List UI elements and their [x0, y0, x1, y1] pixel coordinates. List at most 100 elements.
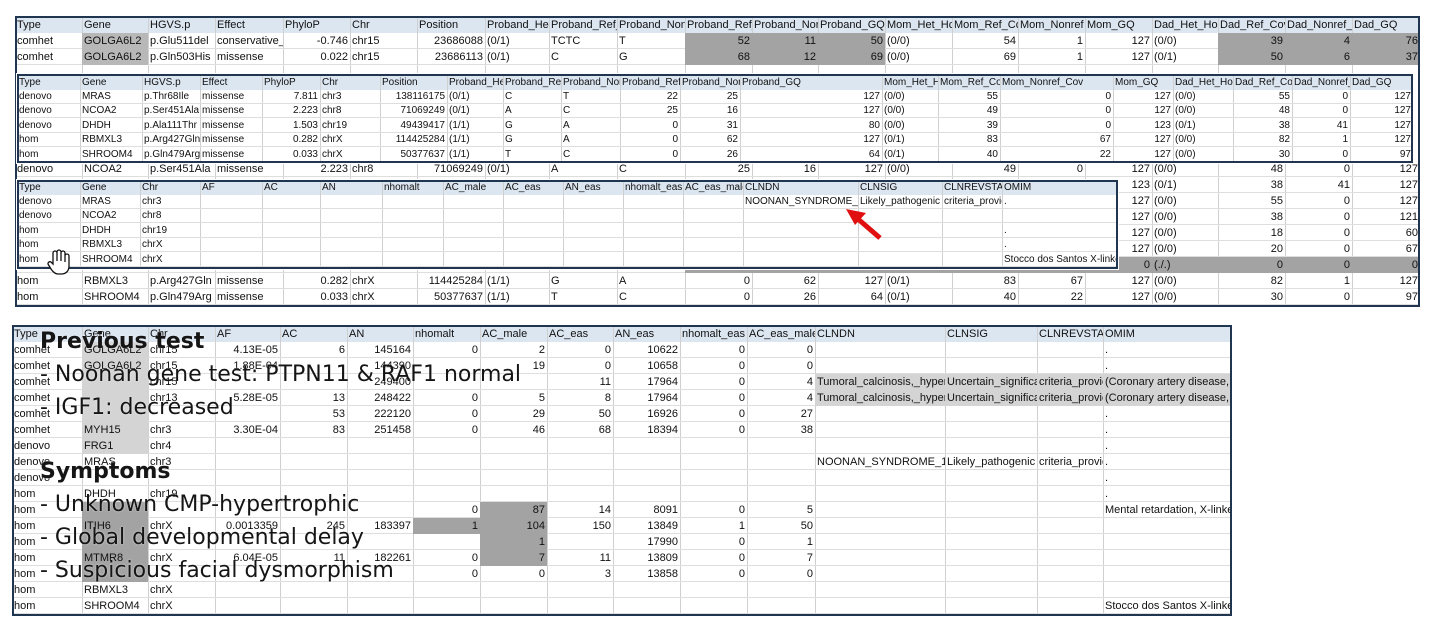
column-divider [680, 76, 681, 161]
column-header: Mom_Het_Hom [884, 76, 938, 88]
cell: 0 [672, 148, 678, 160]
cell: missense [202, 133, 245, 145]
cell: 0 [471, 424, 478, 436]
cell: 1 [480, 534, 547, 550]
column-header: PhyloP [264, 76, 296, 88]
cell: RBMXL3 [82, 238, 123, 250]
cell: comhet [17, 51, 54, 63]
column-header: AC [264, 181, 278, 193]
row-divider [19, 146, 1411, 148]
cell: missense [217, 163, 264, 175]
cell: 2.223 [292, 104, 318, 116]
cell: . [1105, 456, 1109, 468]
cell: 20 [1270, 243, 1283, 255]
cell: 183397 [374, 520, 411, 532]
cell: denovo [14, 472, 51, 484]
column-divider [620, 76, 621, 161]
column-divider [320, 76, 321, 161]
cell: denovo [17, 163, 54, 175]
cell: 1 [738, 520, 745, 532]
cell: (0/1) [1154, 179, 1177, 191]
cell: A [551, 163, 559, 175]
cell: hom [17, 275, 39, 287]
column-header: Dad_Het_Hom [1154, 19, 1218, 31]
row-divider [14, 469, 1230, 470]
note-item: - Global developmental delay [40, 525, 364, 550]
column-divider [140, 182, 141, 267]
cell: 127 [1131, 195, 1150, 207]
cell: 127 [1131, 163, 1150, 175]
cell: 67 [1070, 275, 1083, 287]
column-header: Mom_Nonref [1020, 19, 1084, 31]
column-divider [443, 182, 444, 267]
cell: 54 [1003, 35, 1016, 47]
cell: 5 [538, 392, 545, 404]
row-divider [14, 357, 1230, 358]
column-header: Position [419, 19, 459, 31]
cell: GOLGA6L2 [82, 358, 148, 374]
cell: 11 [599, 552, 611, 564]
cell: (0/0) [1175, 90, 1196, 102]
cell: comhet [17, 35, 54, 47]
cell: missense [217, 275, 264, 287]
cell: 7.811 [293, 90, 318, 102]
cell: chr15 [150, 360, 178, 372]
cell: C [619, 291, 627, 303]
cell: 1 [1076, 35, 1083, 47]
cell: p.Arg427Gln [144, 133, 200, 145]
column-divider [743, 182, 744, 267]
column-divider [547, 327, 548, 614]
cell: 127 [1394, 133, 1411, 145]
cell: 0.282 [320, 275, 348, 287]
cell: 19 [532, 360, 545, 372]
cell: G [619, 51, 628, 63]
cell: (0/1) [884, 148, 905, 160]
cell: 50377637 [434, 291, 483, 303]
cell: A [505, 104, 512, 116]
cell: 0 [1285, 257, 1352, 273]
cell: SHROOM4 [82, 148, 133, 160]
cell: (0/1) [487, 35, 510, 47]
cell: 0 [738, 392, 745, 404]
cell: 30 [1278, 148, 1290, 160]
cell: 0 [471, 504, 478, 516]
cell: 50 [1218, 49, 1285, 65]
cell: 53 [332, 408, 345, 420]
column-header: AC_eas [505, 181, 541, 193]
cell: 0 [1342, 90, 1348, 102]
column-header: Mom_Ref_Cov [954, 19, 1018, 31]
column-header: Dad_Nonref_( [1294, 76, 1350, 88]
cell: 127 [1131, 243, 1150, 255]
cell: 0 [1352, 257, 1418, 273]
column-header: Mom_GQ [1087, 19, 1135, 31]
row-divider [14, 581, 1230, 582]
cell: (0/0) [887, 51, 910, 63]
column-divider [262, 182, 263, 267]
column-divider [942, 182, 943, 267]
cell: 62 [803, 275, 816, 287]
cell: 38 [800, 424, 813, 436]
cell: (0/1) [1154, 51, 1177, 63]
column-header: Effect [217, 19, 245, 31]
cell: (Coronary artery disease, s [1103, 374, 1232, 390]
column-header: Chr [142, 181, 159, 193]
cell: chrX [142, 253, 163, 265]
column-header: CLNDN [817, 328, 855, 340]
cell: Stocco dos Santos X-linke [1004, 253, 1118, 265]
cell: 127 [1399, 179, 1418, 191]
column-header: Type [14, 328, 38, 340]
column-divider [1113, 76, 1114, 161]
cell: 62 [726, 133, 738, 145]
cell: (0/0) [1154, 291, 1177, 303]
cell: (0/0) [1175, 148, 1196, 160]
column-header: nhomalt_eas [625, 181, 683, 193]
cell: SHROOM4 [82, 253, 133, 265]
cell: 4 [806, 376, 813, 388]
cell: 17964 [647, 376, 678, 388]
column-header: Gene [84, 19, 111, 31]
cell: 55 [1270, 195, 1283, 207]
cell: 26 [803, 291, 816, 303]
cell: MRAS [82, 90, 111, 102]
column-header: Proband_Ref_ [505, 76, 561, 88]
column-header: AN_eas [615, 328, 655, 340]
